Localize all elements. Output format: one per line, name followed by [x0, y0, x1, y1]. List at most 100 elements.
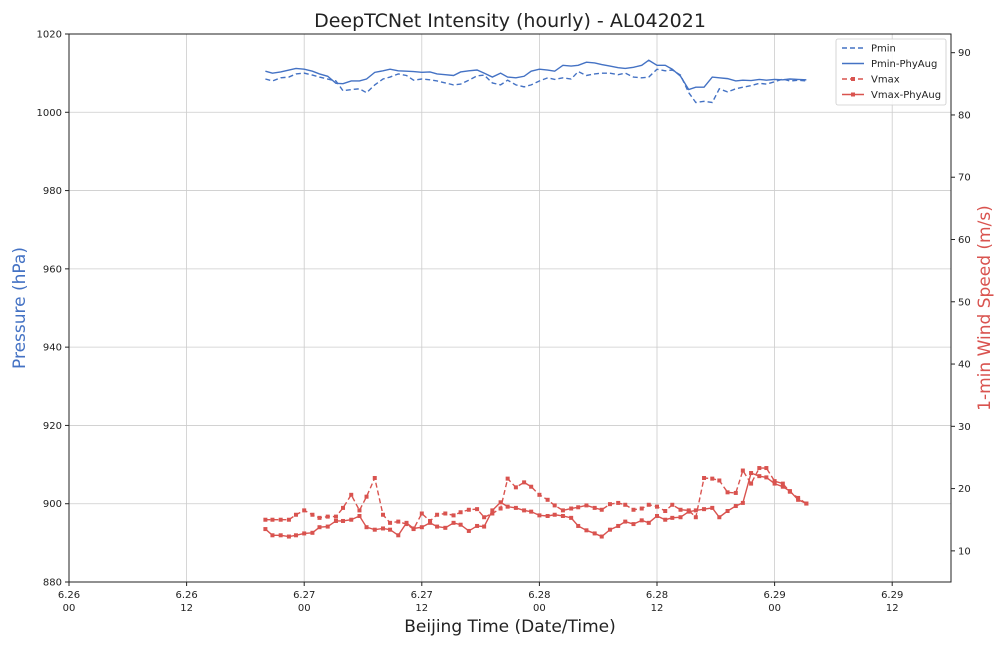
data-point: [529, 509, 534, 514]
data-point: [396, 533, 401, 538]
data-point: [341, 518, 346, 523]
x-tick-hour-label: 12: [180, 603, 193, 614]
y-tick-right-label: 30: [958, 422, 971, 433]
data-point: [623, 502, 628, 507]
series-line: [265, 467, 807, 531]
plot-frame: [68, 33, 952, 583]
data-point: [458, 510, 463, 515]
data-point: [388, 520, 393, 525]
y-tick-right-label: 50: [958, 297, 971, 308]
data-point: [333, 514, 338, 519]
x-axis-label: Beijing Time (Date/Time): [404, 617, 616, 637]
y-tick-right-label: 70: [958, 173, 971, 184]
data-point: [357, 508, 362, 513]
x-tick-hour-label: 00: [63, 603, 76, 614]
x-tick-date-label: 6.28: [528, 590, 550, 601]
data-point: [270, 533, 275, 538]
data-point: [443, 511, 448, 516]
data-point: [552, 512, 557, 517]
legend-label: Pmin: [871, 44, 896, 55]
data-point: [475, 523, 480, 528]
data-point: [749, 471, 754, 476]
data-point: [482, 524, 487, 529]
data-point: [740, 500, 745, 505]
data-point: [490, 511, 495, 516]
legend-label: Pmin-PhyAug: [871, 59, 937, 70]
series-line: [265, 59, 807, 91]
data-point: [357, 513, 362, 518]
data-point: [631, 507, 636, 512]
data-point: [419, 511, 424, 516]
data-point: [796, 497, 801, 502]
x-tick-date-label: 6.27: [293, 590, 315, 601]
x-tick-date-label: 6.29: [881, 590, 903, 601]
data-point: [428, 520, 433, 525]
data-point: [286, 534, 291, 539]
data-point: [388, 527, 393, 532]
data-point: [435, 512, 440, 517]
x-tick-hour-label: 12: [415, 603, 428, 614]
series-pmin: [265, 68, 807, 104]
data-point: [263, 527, 268, 532]
data-point: [702, 476, 707, 481]
y-tick-left-label: 940: [43, 343, 62, 354]
grid-lines: [68, 33, 951, 583]
data-point: [380, 512, 385, 517]
data-point: [655, 504, 659, 509]
data-point: [576, 505, 581, 510]
data-point: [623, 519, 628, 524]
data-point: [560, 508, 565, 513]
data-point: [686, 509, 691, 514]
data-point: [310, 512, 315, 517]
y-tick-right-label: 60: [958, 235, 971, 246]
series-layer: [263, 59, 809, 539]
series-line: [265, 68, 807, 104]
data-point: [317, 525, 322, 530]
data-point: [466, 528, 471, 533]
data-point: [349, 492, 354, 497]
series-pmin-phyaug: [265, 59, 807, 91]
data-point: [702, 507, 707, 512]
data-point: [569, 515, 574, 520]
data-point: [545, 497, 550, 502]
x-tick-hour-label: 00: [298, 603, 311, 614]
data-point: [341, 505, 346, 510]
data-point: [780, 484, 785, 489]
data-point: [325, 524, 330, 529]
data-point: [663, 509, 668, 514]
x-tick-hour-label: 12: [651, 603, 664, 614]
data-point: [325, 514, 330, 519]
x-tick-hour-label: 12: [886, 603, 899, 614]
data-point: [537, 513, 542, 518]
data-point: [655, 513, 659, 518]
data-point: [270, 517, 275, 522]
data-point: [717, 478, 722, 483]
x-tick-hour-label: 00: [533, 603, 546, 614]
data-point: [498, 506, 503, 511]
data-point: [293, 512, 298, 517]
series-line: [264, 472, 807, 538]
x-tick-date-label: 6.29: [763, 590, 785, 601]
x-tick-date-label: 6.26: [175, 590, 197, 601]
legend-marker: [851, 77, 855, 81]
data-point: [592, 531, 597, 536]
data-point: [607, 527, 612, 532]
data-point: [522, 508, 527, 513]
data-point: [380, 526, 385, 531]
data-point: [552, 503, 557, 508]
y-tick-right-label: 10: [958, 546, 971, 557]
data-point: [263, 517, 268, 522]
data-point: [286, 517, 291, 522]
data-point: [451, 513, 456, 518]
data-point: [740, 468, 745, 473]
data-point: [333, 518, 338, 523]
y-tick-left-label: 1000: [37, 108, 62, 119]
data-point: [475, 507, 480, 512]
data-point: [725, 490, 730, 495]
data-point: [372, 527, 377, 532]
data-point: [787, 489, 792, 494]
x-tick-date-label: 6.26: [58, 590, 80, 601]
data-point: [725, 509, 730, 514]
data-point: [733, 504, 738, 509]
data-point: [435, 524, 440, 529]
